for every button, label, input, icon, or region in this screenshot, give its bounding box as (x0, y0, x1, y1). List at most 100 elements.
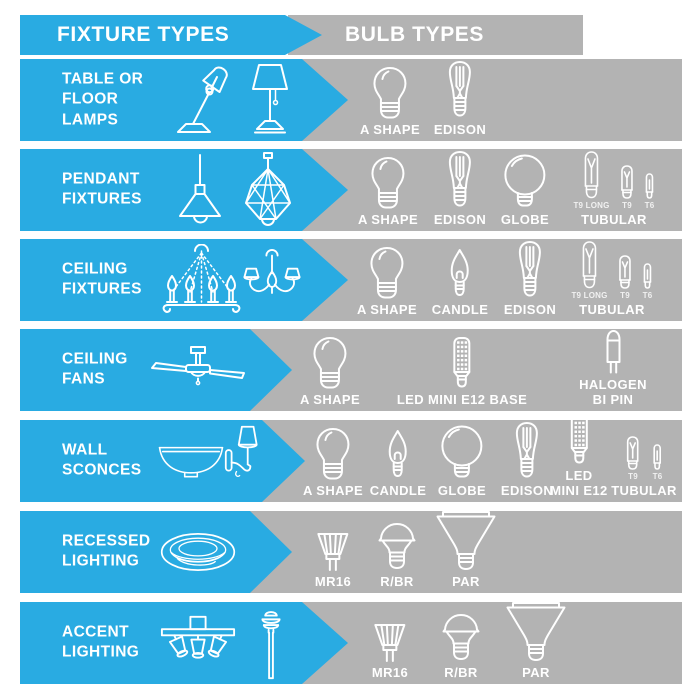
led-mini-e12-bulb-icon (568, 412, 590, 466)
bulb-label: LED MINI E12 (550, 468, 608, 498)
fixture-cell: PENDANT FIXTURES (20, 149, 348, 231)
fixture-label: PENDANT FIXTURES (62, 170, 142, 208)
bulb-panel: A SHAPE CANDLE EDISON T9 LONG T9 T6 TUBULAR (300, 239, 682, 321)
tube-size-label: T9 (622, 200, 632, 210)
a-shape-bulb-icon (311, 336, 349, 390)
edison-bulb-icon (518, 240, 542, 300)
bulb-a-shape: A SHAPE (357, 246, 417, 317)
bulb-label: EDISON (433, 121, 487, 137)
mr16-bulb-icon (373, 623, 407, 663)
shade-chandelier-icon (241, 249, 303, 307)
bulb-label: EDISON (503, 301, 557, 317)
bulb-panel: A SHAPE LED MINI E12 BASE HALOGEN BI PIN (246, 329, 682, 411)
candle-bulb-icon (450, 248, 470, 300)
cone-pendant-icon (172, 153, 228, 227)
fixture-label: ACCENT LIGHTING (62, 623, 140, 661)
bulb-label: TUBULAR (579, 301, 645, 317)
bulb-tubular: T9 LONG T9 T6 TUBULAR (573, 150, 654, 227)
bulb-r-br: R/BR (442, 613, 480, 680)
bulb-label: EDISON (500, 482, 554, 498)
bulb-edison: EDISON (434, 60, 486, 137)
tubular-sizes-group: T9 LONG T9 T6 (571, 240, 652, 300)
fixture-cell: TABLE OR FLOOR LAMPS (20, 59, 348, 141)
bulb-label: TUBULAR (581, 211, 647, 227)
bulb-types-bar: BULB TYPES (288, 15, 583, 55)
fixture-label: WALL SCONCES (62, 441, 142, 479)
bulb-tubular: T9 T6 TUBULAR (611, 435, 677, 498)
halogen-bi-pin-bulb-icon (604, 329, 622, 375)
row-wall-sconces: A SHAPE CANDLE GLOBE EDISON LED MINI E12 T9 T6… (0, 413, 700, 502)
bulb-edison: EDISON (504, 240, 556, 317)
fixture-label: CEILING FIXTURES (62, 260, 142, 298)
tube-t6: T6 (645, 172, 655, 210)
tube-t9-long: T9 LONG (573, 150, 609, 210)
tube-t6: T6 (653, 443, 663, 481)
par-bulb-icon (432, 510, 500, 572)
a-shape-bulb-icon (368, 246, 406, 300)
bulb-label: HALOGEN BI PIN (579, 377, 647, 407)
bulb-globe: GLOBE (438, 425, 486, 498)
bulb-led-mini-e12: LED MINI E12 BASE (397, 336, 527, 407)
tube-t9-long: T9 LONG (571, 240, 607, 300)
r-br-bulb-icon (378, 522, 416, 572)
fixture-cell: WALL SCONCES (20, 420, 305, 502)
bulb-edison: EDISON (434, 150, 486, 227)
bulb-label: A SHAPE (299, 391, 361, 407)
table-lamp-icon (246, 63, 294, 135)
fixture-label: CEILING FANS (62, 350, 128, 388)
fixture-cell: CEILING FIXTURES (20, 239, 348, 321)
bulb-label: A SHAPE (357, 211, 419, 227)
bulb-label: CANDLE (369, 482, 427, 498)
bulb-candle: CANDLE (370, 429, 427, 498)
bulb-label: MR16 (371, 664, 409, 680)
par-bulb-icon (502, 601, 570, 663)
bulb-label: TUBULAR (611, 482, 677, 498)
row-ceiling-fixtures: A SHAPE CANDLE EDISON T9 LONG T9 T6 TUBULAR CE… (0, 239, 700, 321)
bulb-label: GLOBE (437, 482, 487, 498)
bulb-globe: GLOBE (501, 154, 549, 227)
track-light-icon (160, 612, 236, 671)
bulb-tubular: T9 LONG T9 T6 TUBULAR (571, 240, 652, 317)
row-pendant-fixtures: A SHAPE EDISON GLOBE T9 LONG T9 T6 TUBULAR PEN… (0, 149, 700, 231)
arm-sconce-icon (224, 425, 258, 493)
t6-tube-icon (643, 262, 653, 290)
bulb-par: PAR (502, 601, 570, 680)
header-row: BULB TYPES FIXTURE TYPES (0, 15, 700, 55)
bulb-label: PAR (522, 664, 550, 680)
t9-long-tube-icon (580, 240, 598, 290)
a-shape-bulb-icon (314, 427, 352, 481)
row-ceiling-fans: A SHAPE LED MINI E12 BASE HALOGEN BI PIN C… (0, 329, 700, 411)
row-recessed-lighting: MR16 R/BR PAR RECESSED LIGHTING (0, 510, 700, 593)
tube-t9: T9 (626, 435, 641, 481)
bulb-edison: EDISON (501, 421, 553, 498)
bulb-r-br: R/BR (378, 522, 416, 589)
tube-size-label: T9 (620, 290, 630, 300)
bulb-candle: CANDLE (432, 248, 489, 317)
r-br-bulb-icon (442, 613, 480, 663)
bulb-label: LED MINI E12 BASE (396, 391, 528, 407)
tube-t6: T6 (643, 262, 653, 300)
t6-tube-icon (653, 443, 663, 471)
fixture-cell: CEILING FANS (20, 329, 292, 411)
tube-t9: T9 (620, 164, 635, 210)
row-table-or-floor-lamps: A SHAPE EDISON TABLE OR FLOOR LAMPS (0, 59, 700, 141)
globe-bulb-icon (503, 154, 547, 210)
t6-tube-icon (645, 172, 655, 200)
tubular-sizes-group: T9 T6 (626, 435, 663, 481)
bulb-led-mini-e12: LED MINI E12 (550, 412, 607, 498)
bulb-label: R/BR (444, 664, 478, 680)
fixture-label: TABLE OR FLOOR LAMPS (62, 70, 144, 129)
fixture-label: RECESSED LIGHTING (62, 532, 151, 570)
tube-size-label: T9 (628, 471, 638, 481)
bulb-panel: A SHAPE EDISON GLOBE T9 LONG T9 T6 TUBULAR (300, 149, 682, 231)
led-mini-e12-bulb-icon (451, 336, 473, 390)
tube-size-label: T6 (652, 471, 663, 481)
t9-tube-icon (618, 254, 633, 290)
recessed-can-icon (160, 532, 236, 572)
edison-bulb-icon (448, 150, 472, 210)
bulb-panel: MR16 R/BR PAR (246, 510, 682, 593)
row-accent-lighting: MR16 R/BR PAR ACCENT LIGHTING (0, 601, 700, 684)
bulb-a-shape: A SHAPE (358, 156, 418, 227)
bulb-panel: A SHAPE CANDLE GLOBE EDISON LED MINI E12 T9 T6… (258, 413, 682, 502)
bulb-types-title: BULB TYPES (345, 23, 485, 46)
